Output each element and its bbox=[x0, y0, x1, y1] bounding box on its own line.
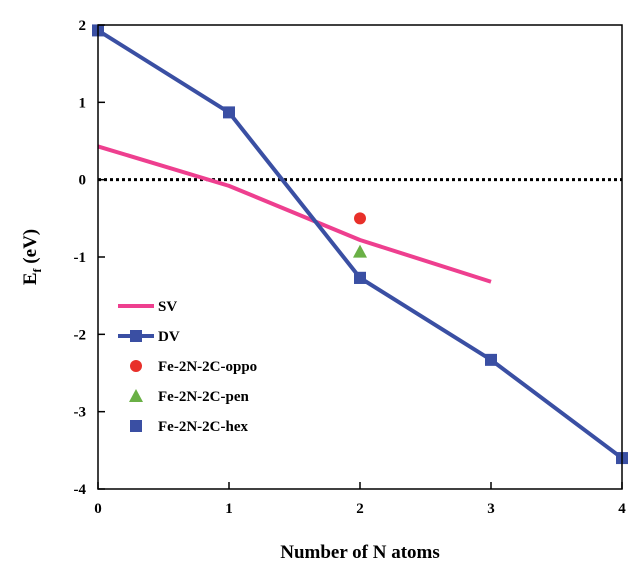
y-axis-title-main: E bbox=[20, 272, 41, 285]
x-tick-label-3: 3 bbox=[487, 501, 495, 517]
legend-item-fe-2n-2c-pen: Fe-2N-2C-pen bbox=[129, 389, 249, 405]
legend-item-fe-2n-2c-oppo: Fe-2N-2C-oppo bbox=[130, 359, 257, 375]
point-fe-2n-2c-pen-0 bbox=[353, 244, 367, 258]
y-axis-title: Ef (eV) bbox=[20, 229, 44, 285]
point-dv-3 bbox=[485, 353, 497, 366]
legend-label-fe-2n-2c-pen: Fe-2N-2C-pen bbox=[158, 389, 249, 405]
series-line-sv bbox=[97, 144, 492, 284]
y-tick-label-0: 0 bbox=[79, 173, 87, 189]
legend-swatch-marker-fe-2n-2c-pen bbox=[129, 389, 143, 402]
axes-layer: 0 1 2 3 4 -4 -3 -2 -1 0 1 2 bbox=[74, 18, 627, 517]
y-axis-title-sub: f bbox=[30, 267, 44, 272]
legend-item-dv: DV bbox=[118, 329, 180, 345]
x-tick-label-0: 0 bbox=[94, 501, 102, 517]
y-tick-label-2: 2 bbox=[79, 18, 87, 34]
y-axis-title-unit: (eV) bbox=[20, 229, 41, 269]
point-dv-1 bbox=[223, 106, 235, 119]
x-tick-label-2: 2 bbox=[356, 501, 364, 517]
legend-label-dv: DV bbox=[158, 329, 180, 345]
point-fe-2n-2c-oppo-0 bbox=[354, 212, 366, 225]
legend-swatch-marker-dv bbox=[130, 330, 142, 342]
legend-item-fe-2n-2c-hex: Fe-2N-2C-hex bbox=[130, 419, 248, 435]
x-axis-title: Number of N atoms bbox=[280, 542, 440, 563]
legend: SV DV Fe-2N-2C-oppo Fe-2N-2C-pen Fe-2N-2C-he… bbox=[118, 299, 257, 435]
y-tick-label--1: -1 bbox=[74, 250, 87, 266]
series-sv bbox=[97, 144, 492, 284]
legend-label-fe-2n-2c-oppo: Fe-2N-2C-oppo bbox=[158, 359, 257, 375]
legend-swatch-marker-fe-2n-2c-hex bbox=[130, 420, 142, 432]
legend-swatch-marker-fe-2n-2c-oppo bbox=[130, 360, 142, 372]
y-tick-label-1: 1 bbox=[79, 95, 87, 111]
x-tick-label-4: 4 bbox=[618, 501, 626, 517]
y-tick-label--3: -3 bbox=[74, 405, 87, 421]
legend-label-sv: SV bbox=[158, 299, 177, 315]
y-tick-label--4: -4 bbox=[74, 482, 87, 498]
series-fe-2n-2c-oppo bbox=[354, 212, 366, 225]
legend-item-sv: SV bbox=[118, 299, 177, 315]
legend-label-fe-2n-2c-hex: Fe-2N-2C-hex bbox=[158, 419, 248, 435]
series-fe-2n-2c-hex bbox=[354, 271, 366, 284]
y-tick-label--2: -2 bbox=[74, 327, 87, 343]
series-fe-2n-2c-pen bbox=[353, 244, 367, 258]
point-fe-2n-2c-hex-0 bbox=[354, 271, 366, 284]
x-tick-label-1: 1 bbox=[225, 501, 233, 517]
series-layer bbox=[92, 24, 628, 465]
